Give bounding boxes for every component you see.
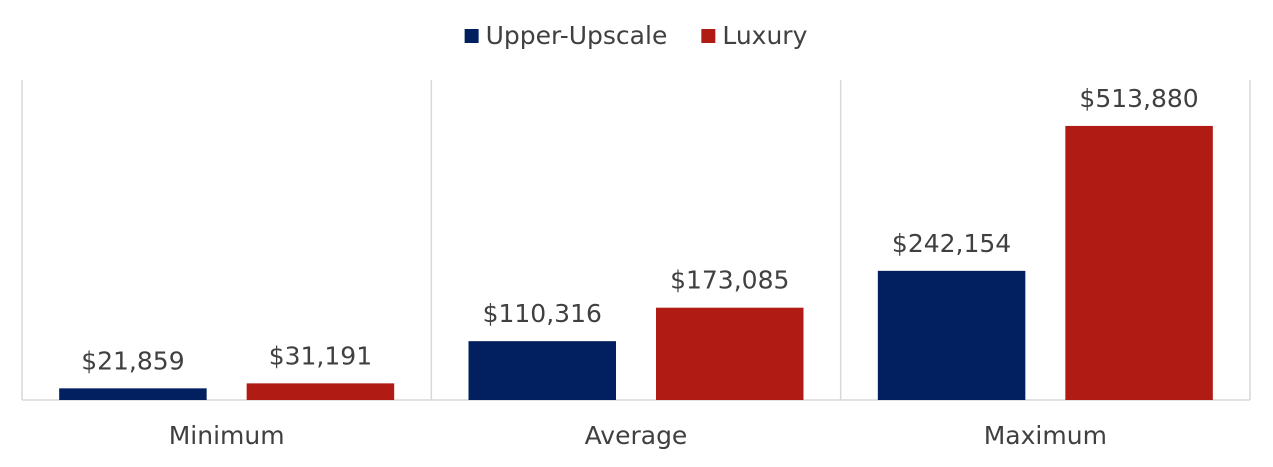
legend-swatch	[464, 29, 479, 43]
data-label: $21,859	[81, 346, 184, 375]
bar	[468, 341, 616, 400]
bar	[1065, 125, 1213, 400]
data-label: $242,154	[892, 229, 1011, 258]
bar	[246, 383, 395, 400]
legend-label: Luxury	[722, 21, 807, 50]
x-tick-label: Minimum	[169, 421, 285, 450]
legend-label: Upper-Upscale	[486, 21, 668, 50]
x-tick-label: Maximum	[984, 421, 1107, 450]
data-label: $110,316	[483, 299, 602, 328]
data-label: $31,191	[269, 341, 372, 370]
bar	[877, 270, 1026, 400]
data-label: $513,880	[1079, 84, 1198, 113]
bar	[656, 307, 804, 400]
legend: Upper-Upscale Luxury	[464, 21, 808, 50]
data-label: $173,085	[670, 266, 789, 295]
legend-swatch	[701, 29, 716, 43]
bar	[59, 388, 207, 400]
x-tick-label: Average	[585, 421, 688, 450]
